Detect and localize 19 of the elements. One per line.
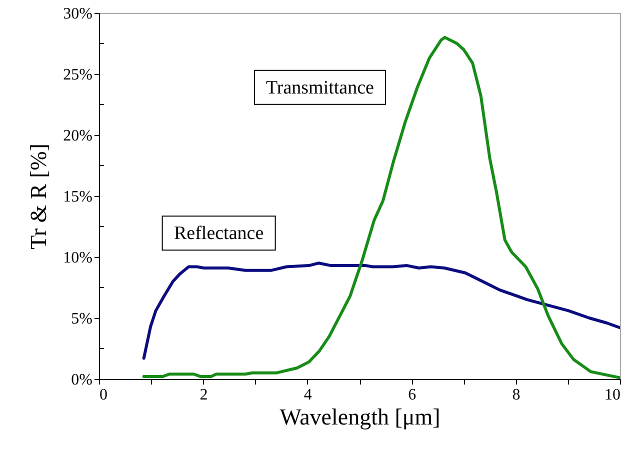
- y-axis-title: Tr & R [%]: [26, 144, 52, 250]
- x-tick-label: 8: [512, 386, 520, 404]
- x-tick-label: 0: [100, 386, 108, 404]
- y-tick-label: 25%: [63, 66, 92, 84]
- y-tick-label: 20%: [63, 128, 92, 144]
- series-label: Transmittance: [266, 77, 374, 98]
- x-tick-label: 10: [604, 386, 620, 404]
- y-tick-label: 5%: [71, 310, 92, 328]
- x-tick-label: 4: [304, 386, 312, 404]
- y-tick-label: 10%: [63, 250, 92, 266]
- line-series: [142, 262, 620, 360]
- y-tick-label: 15%: [63, 188, 92, 206]
- y-tick-label: 0%: [71, 372, 92, 388]
- series-label: Reflectance: [174, 223, 264, 244]
- line-series: [142, 36, 620, 379]
- x-axis-title: Wavelength [μm]: [280, 404, 440, 430]
- x-tick-label: 2: [200, 386, 208, 404]
- y-tick-label: 30%: [63, 6, 92, 22]
- x-tick-label: 6: [408, 386, 416, 404]
